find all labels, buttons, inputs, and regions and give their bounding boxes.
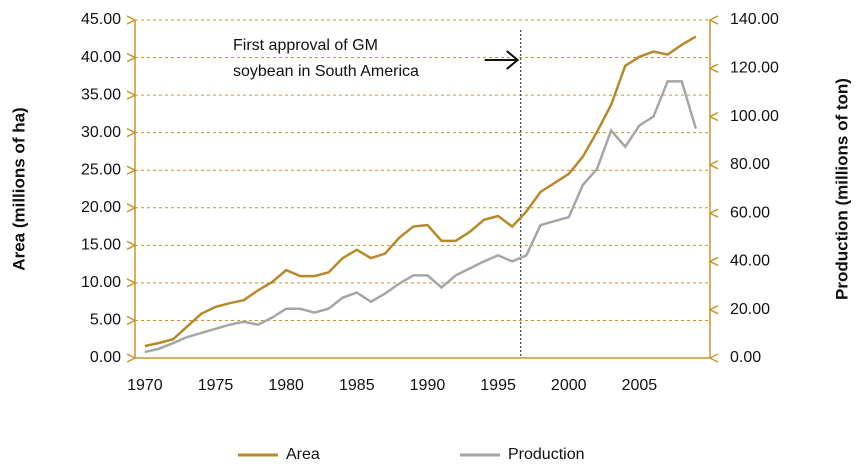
y-tick-label: 35.00: [81, 86, 121, 103]
y2-axis-title: Production (millions of ton): [832, 78, 851, 300]
y2-tick-mark: [708, 305, 719, 315]
y2-tick-mark: [708, 15, 719, 25]
y-tick-mark: [126, 127, 137, 138]
x-tick-label: 2005: [622, 377, 658, 394]
y2-tick-label: 140.00: [730, 11, 779, 28]
y-tick-mark: [126, 90, 137, 100]
y-axis-title: Area (millions of ha): [9, 107, 28, 270]
y2-tick-label: 80.00: [730, 156, 770, 173]
y-tick-mark: [126, 15, 137, 25]
x-tick-label: 1990: [410, 377, 446, 394]
y-tick-mark: [126, 353, 137, 363]
y-tick-label: 45.00: [81, 11, 121, 28]
x-tick-label: 1985: [339, 377, 375, 394]
y-tick-label: 10.00: [81, 274, 121, 291]
y-tick-mark: [126, 315, 137, 326]
series-line: [144, 80, 698, 354]
y-tick-label: 0.00: [90, 349, 121, 366]
y-tick-mark: [126, 240, 137, 251]
y2-tick-label: 100.00: [730, 108, 779, 125]
series-line: [144, 35, 697, 348]
y2-tick-label: 40.00: [730, 253, 770, 270]
y-tick-mark: [126, 165, 137, 175]
y2-tick-mark: [708, 63, 719, 73]
annotation-arrow: [484, 50, 520, 70]
x-tick-label: 1995: [480, 377, 516, 394]
x-tick-label: 2000: [551, 377, 587, 394]
y-tick-label: 25.00: [81, 161, 121, 178]
y-tick-mark: [126, 278, 137, 288]
annotation-text: soybean in South America: [233, 63, 419, 80]
x-tick-label: 1980: [268, 377, 304, 394]
legend-label: Production: [508, 446, 585, 463]
y-tick-mark: [126, 52, 137, 63]
y2-tick-label: 0.00: [730, 349, 761, 366]
y-tick-label: 20.00: [81, 199, 121, 216]
y-tick-label: 40.00: [81, 49, 121, 66]
y2-tick-mark: [708, 111, 719, 122]
y-tick-label: 30.00: [81, 124, 121, 141]
y-tick-label: 15.00: [81, 237, 121, 254]
y2-tick-label: 20.00: [730, 301, 770, 318]
y2-tick-mark: [708, 208, 719, 218]
y2-tick-mark: [708, 256, 719, 267]
y-tick-mark: [126, 203, 137, 213]
annotation-text: First approval of GM: [233, 37, 378, 54]
y-tick-label: 5.00: [90, 312, 121, 329]
y2-tick-mark: [708, 353, 719, 363]
x-tick-label: 1975: [198, 377, 234, 394]
x-tick-label: 1970: [127, 377, 163, 394]
y2-tick-label: 60.00: [730, 204, 770, 221]
legend-label: Area: [286, 446, 320, 463]
y2-tick-mark: [708, 160, 719, 170]
y2-tick-label: 120.00: [730, 60, 779, 77]
